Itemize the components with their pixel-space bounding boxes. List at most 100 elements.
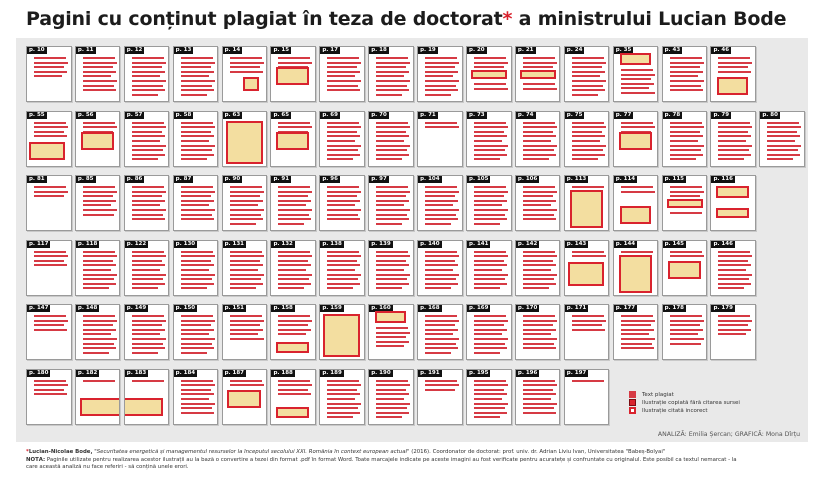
page-number-label: p. 114 bbox=[613, 176, 638, 183]
plagiarized-illustration bbox=[323, 314, 361, 357]
page-number-label: p. 187 bbox=[222, 369, 246, 377]
page-number-label: p. 145 bbox=[662, 240, 686, 248]
plagiarized-text-line bbox=[34, 130, 64, 133]
plagiarized-text-line bbox=[131, 93, 158, 96]
page-number-label: p. 46 bbox=[711, 47, 732, 54]
plagiarized-text-line bbox=[474, 135, 508, 138]
plagiarized-text-line bbox=[131, 319, 166, 322]
plagiarized-text-line bbox=[131, 75, 160, 78]
plagiarized-illustration bbox=[716, 186, 750, 198]
plagiarized-text-line bbox=[669, 126, 704, 129]
plagiarized-illustration bbox=[29, 141, 65, 160]
plagiarized-text-line bbox=[131, 264, 165, 267]
plagiarized-text-line bbox=[718, 153, 752, 156]
plagiarized-illustration bbox=[124, 397, 163, 416]
plagiarized-illustration bbox=[226, 389, 261, 408]
plagiarized-text-line bbox=[425, 338, 460, 340]
plagiarized-text-line bbox=[474, 218, 508, 221]
plagiarized-text-line bbox=[180, 273, 215, 276]
plagiarized-text-line bbox=[571, 139, 600, 142]
plagiarized-text-line bbox=[327, 259, 358, 262]
plagiarized-text-line bbox=[34, 264, 67, 267]
plagiarized-illustration bbox=[276, 406, 310, 418]
plagiarized-text-line bbox=[229, 70, 263, 73]
plagiarized-text-line bbox=[620, 333, 649, 336]
plagiarized-text-line bbox=[131, 282, 165, 285]
page-thumbnail: p. 138 bbox=[319, 239, 365, 296]
page-number-label: p. 91 bbox=[271, 176, 292, 183]
plagiarized-text-line bbox=[82, 61, 117, 64]
page-thumbnail: p. 114 bbox=[612, 175, 659, 231]
footnote-marker: * bbox=[26, 449, 29, 455]
page-thumbnail: p. 150 bbox=[172, 304, 219, 360]
plagiarized-text-line bbox=[180, 66, 211, 69]
plagiarized-text-line bbox=[474, 130, 505, 133]
plagiarized-text-line bbox=[131, 278, 163, 281]
page-number-label: p. 105 bbox=[467, 176, 491, 183]
plagiarized-text-line bbox=[522, 218, 556, 221]
page-number-label: p. 96 bbox=[320, 176, 340, 183]
plagiarized-text-line bbox=[229, 218, 263, 221]
plagiarized-text-line bbox=[229, 259, 260, 262]
plagiarized-text-line bbox=[180, 61, 215, 64]
plagiarized-text-line bbox=[180, 144, 215, 147]
page-thumbnail: p. 168 bbox=[417, 304, 463, 360]
plagiarized-text-line bbox=[425, 209, 460, 211]
plagiarized-text-line bbox=[425, 218, 459, 221]
plagiarized-text-line bbox=[571, 93, 598, 96]
page-thumbnail: p. 13 bbox=[172, 46, 219, 102]
page-thumbnail: p. 147 bbox=[26, 304, 72, 360]
plagiarized-text-line bbox=[474, 384, 509, 387]
page-thumbnail: p. 195 bbox=[466, 368, 512, 425]
plagiarized-text-line bbox=[669, 153, 703, 156]
page-thumbnail: p. 182 bbox=[74, 368, 121, 425]
plagiarized-text-line bbox=[278, 250, 311, 253]
plagiarized-text-line bbox=[229, 213, 261, 216]
plagiarized-text-line bbox=[620, 186, 653, 188]
plagiarized-text-line bbox=[82, 89, 116, 92]
plagiarized-text-line bbox=[34, 315, 66, 317]
plagiarized-text-line bbox=[669, 190, 704, 193]
page-number-label: p. 180 bbox=[27, 369, 51, 377]
plagiarized-text-line bbox=[327, 250, 360, 253]
plagiarized-text-line bbox=[620, 121, 653, 124]
plagiarized-illustration bbox=[618, 254, 652, 293]
plagiarized-text-line bbox=[571, 70, 605, 73]
plagiarized-text-line bbox=[376, 222, 403, 225]
page-number-label: p. 10 bbox=[27, 47, 47, 54]
page-thumbnail: p. 91 bbox=[270, 175, 316, 231]
plagiarized-text-line bbox=[425, 278, 457, 281]
plagiarized-text-line bbox=[425, 319, 460, 322]
plagiarized-text-line bbox=[278, 190, 313, 193]
plagiarized-text-line bbox=[376, 411, 410, 414]
plagiarized-text-line bbox=[425, 268, 454, 271]
page-thumbnail: p. 146 bbox=[710, 239, 756, 296]
plagiarized-text-line bbox=[180, 135, 214, 138]
plagiarized-text-line bbox=[34, 259, 64, 262]
page-thumbnail: p. 35 bbox=[612, 46, 659, 102]
plagiarized-text-line bbox=[131, 259, 162, 262]
plagiarized-text-line bbox=[82, 204, 111, 207]
page-thumbnail: p. 196 bbox=[514, 368, 561, 425]
plagiarized-text-line bbox=[376, 340, 410, 343]
plagiarized-text-line bbox=[82, 186, 115, 188]
page-number-label: p. 63 bbox=[222, 111, 243, 119]
plagiarized-text-line bbox=[327, 149, 359, 152]
plagiarized-text-line bbox=[522, 397, 551, 400]
plagiarized-text-line bbox=[522, 407, 554, 410]
plagiarized-text-line bbox=[376, 255, 411, 258]
plagiarized-text-line bbox=[34, 324, 64, 327]
plagiarized-text-line bbox=[571, 324, 602, 327]
legend-label: Text plagiat bbox=[642, 391, 674, 398]
plagiarized-text-line bbox=[522, 87, 557, 90]
plagiarized-text-line bbox=[718, 278, 750, 281]
plagiarized-text-line bbox=[180, 158, 207, 161]
plagiarized-text-line bbox=[669, 84, 701, 87]
page-thumbnail: p. 75 bbox=[563, 110, 610, 167]
page-thumbnail: p. 158 bbox=[270, 304, 316, 360]
plagiarized-text-line bbox=[327, 407, 359, 410]
plagiarized-text-line bbox=[718, 130, 749, 133]
page-thumbnail: p. 10 bbox=[26, 46, 72, 102]
plagiarized-illustration bbox=[519, 70, 556, 79]
plagiarized-text-line bbox=[82, 333, 111, 336]
